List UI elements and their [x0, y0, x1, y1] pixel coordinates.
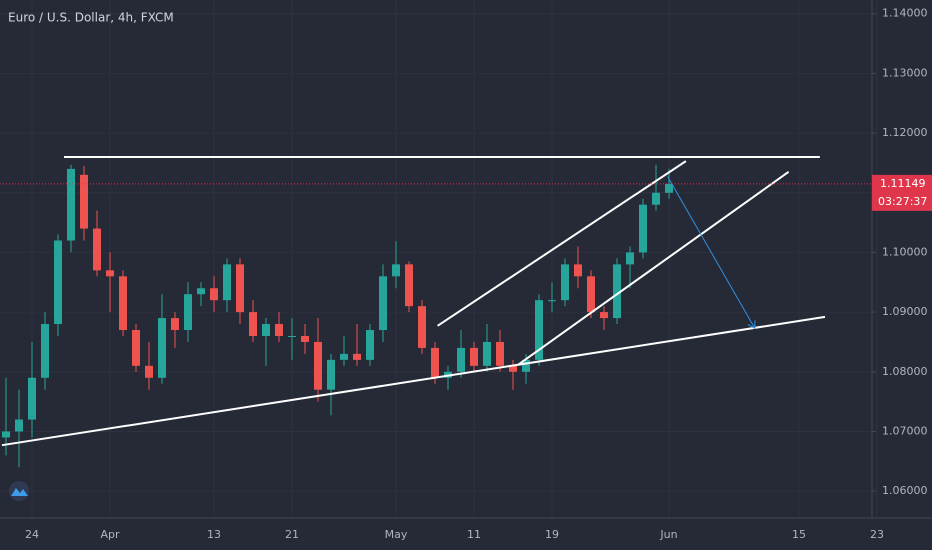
last-price-label: 1.11149	[880, 177, 926, 190]
candle-body	[639, 204, 647, 253]
candle-body	[392, 264, 400, 277]
trendline	[437, 160, 687, 327]
candle-body	[223, 264, 231, 301]
y-tick-label: 1.09000	[882, 305, 928, 318]
candle-body	[119, 276, 127, 331]
candle-body	[54, 240, 62, 325]
candle-body	[106, 270, 114, 277]
y-tick-label: 1.13000	[882, 66, 928, 79]
countdown-label: 03:27:37	[878, 195, 927, 208]
x-tick-label: 21	[285, 528, 299, 541]
x-tick-label: 13	[207, 528, 221, 541]
candle-body	[132, 330, 140, 366]
candle-body	[457, 347, 465, 372]
candle-body	[535, 300, 543, 360]
candle-body	[67, 168, 75, 241]
candle-body	[262, 324, 270, 336]
candle-body	[210, 288, 218, 301]
candle-body	[366, 330, 374, 360]
candle-body	[353, 353, 361, 360]
candle-body	[93, 228, 101, 271]
candle-body	[405, 264, 413, 307]
chart-title: Euro / U.S. Dollar, 4h, FXCM	[8, 11, 174, 25]
candle-body	[275, 324, 283, 336]
plot-area	[1, 155, 826, 468]
candle-body	[626, 252, 634, 265]
arrow-head	[747, 320, 756, 330]
y-tick-label: 1.10000	[882, 245, 928, 258]
y-tick-label: 1.08000	[882, 365, 928, 378]
y-tick-label: 1.06000	[882, 484, 928, 497]
candle-body	[665, 183, 673, 193]
candle-body	[431, 347, 439, 378]
x-tick-label: Apr	[100, 528, 120, 541]
candle-body	[301, 335, 309, 342]
candle-body	[379, 276, 387, 331]
candle-body	[171, 318, 179, 331]
x-tick-label: May	[385, 528, 408, 541]
candle-body	[600, 312, 608, 319]
x-tick-label: 11	[467, 528, 481, 541]
candle-body	[522, 359, 530, 372]
y-tick-label: 1.07000	[882, 424, 928, 437]
candle-body	[561, 264, 569, 301]
candle-body	[587, 276, 595, 313]
candle-body	[236, 264, 244, 313]
candle-body	[548, 300, 556, 302]
x-tick-label: 23	[870, 528, 884, 541]
candle-body	[80, 174, 88, 229]
candle-body	[41, 324, 49, 378]
candle-body	[340, 353, 348, 360]
candle-body	[28, 377, 36, 420]
candle-body	[197, 288, 205, 295]
candle-body	[2, 431, 10, 438]
y-tick-label: 1.14000	[882, 7, 928, 20]
candle-body	[15, 419, 23, 432]
candle-body	[613, 264, 621, 319]
candle-body	[418, 306, 426, 348]
x-tick-label: 19	[545, 528, 559, 541]
candle-body	[652, 192, 660, 205]
candle-body	[249, 312, 257, 336]
trendline	[517, 171, 790, 366]
y-tick-label: 1.12000	[882, 126, 928, 139]
candle-body	[314, 341, 322, 390]
candle-body	[496, 341, 504, 366]
candle-body	[483, 341, 491, 366]
arrow	[667, 176, 756, 329]
candle-body	[327, 359, 335, 390]
candle-body	[145, 365, 153, 378]
x-tick-label: 24	[25, 528, 39, 541]
candle-body	[574, 264, 582, 277]
candle-body	[509, 365, 517, 372]
last-price-box	[872, 174, 932, 211]
candle-body	[470, 347, 478, 366]
trendline	[1, 315, 826, 447]
candle-body	[158, 318, 166, 378]
candle-body	[288, 335, 296, 337]
candle-body	[184, 294, 192, 331]
logo	[9, 481, 29, 501]
x-tick-label: Jun	[659, 528, 677, 541]
x-tick-label: 15	[792, 528, 806, 541]
